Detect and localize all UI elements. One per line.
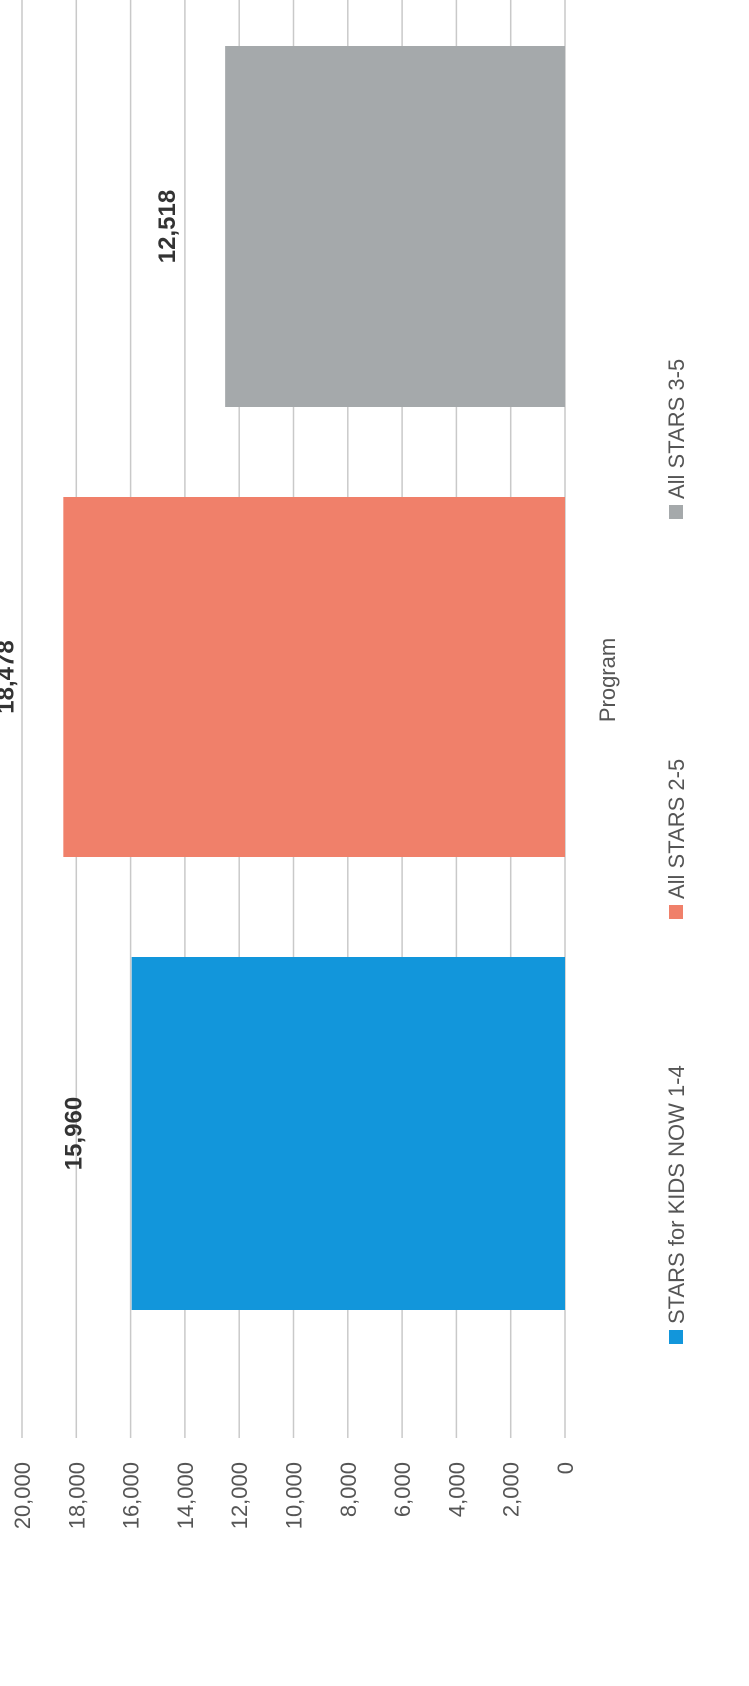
value-tick-label: 20,000 xyxy=(10,1462,35,1529)
bar xyxy=(225,46,566,407)
value-tick-label: 10,000 xyxy=(282,1462,307,1529)
bars xyxy=(63,46,566,1310)
value-tick-label: 0 xyxy=(553,1462,578,1474)
legend-label: All STARS 2-5 xyxy=(664,759,689,899)
legend-swatch xyxy=(669,1330,683,1344)
value-tick-label: 14,000 xyxy=(173,1462,198,1529)
legend-label: STARS for KIDS NOW 1-4 xyxy=(664,1065,689,1324)
value-tick-label: 8,000 xyxy=(336,1462,361,1517)
axis-titles: Program xyxy=(595,638,620,722)
bar-value-label: 18,478 xyxy=(0,640,19,713)
legend-swatch xyxy=(669,505,683,519)
bar-value-label: 15,960 xyxy=(61,1097,88,1170)
value-axis-ticks: 0 2,000 4,000 6,000 8,000 10,000 12,000 14,000 1… xyxy=(10,1462,578,1529)
value-tick-label: 4,000 xyxy=(444,1462,469,1517)
bar xyxy=(131,957,565,1310)
value-tick-label: 16,000 xyxy=(119,1462,144,1529)
value-tick-label: 2,000 xyxy=(499,1462,524,1517)
bar xyxy=(63,497,566,857)
legend-swatch xyxy=(669,905,683,919)
data-labels: 15,960 18,478 12,518 xyxy=(0,190,181,1170)
value-tick-label: 12,000 xyxy=(227,1462,252,1529)
chart-plot: 15,960 18,478 12,518 0 2,000 4,000 6,000 8,000… xyxy=(0,0,689,1529)
value-tick-label: 18,000 xyxy=(64,1462,89,1529)
x-axis-title: Program xyxy=(595,638,620,722)
legend-label: All STARS 3-5 xyxy=(664,359,689,499)
legend: STARS for KIDS NOW 1-4 All STARS 2-5 All S… xyxy=(664,359,689,1344)
bar-value-label: 12,518 xyxy=(154,190,181,263)
value-tick-label: 6,000 xyxy=(390,1462,415,1517)
